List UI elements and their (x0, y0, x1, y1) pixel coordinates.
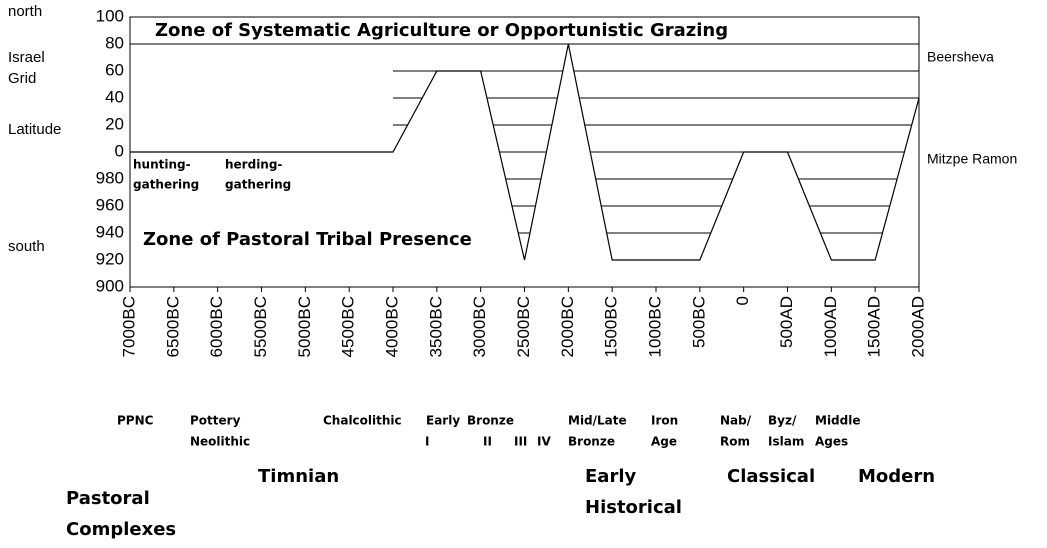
period-label: Chalcolithic (323, 414, 402, 428)
annotation: gathering (225, 178, 291, 192)
y-tick-label: 40 (105, 87, 124, 106)
x-tick-label: 500AD (777, 296, 796, 348)
period-label: Neolithic (190, 435, 250, 449)
side-label: Israel (8, 49, 45, 66)
x-tick-label: 2000BC (558, 296, 577, 357)
group-label: Modern (858, 466, 935, 487)
x-tick-label: 500BC (689, 296, 708, 348)
x-tick-label: 1500BC (602, 296, 621, 357)
side-label: Beersheva (927, 49, 994, 65)
y-tick-label: 900 (96, 276, 124, 295)
side-label: south (8, 238, 45, 255)
x-tick-label: 1000AD (821, 296, 840, 357)
x-tick-label: 4500BC (339, 296, 358, 357)
x-tick-label: 5500BC (251, 296, 270, 357)
x-tick-label: 1500AD (865, 296, 884, 357)
period-label: Islam (768, 435, 804, 449)
x-tick-label: 2000AD (908, 296, 927, 357)
side-label: north (8, 3, 42, 20)
period-label: II (483, 435, 492, 449)
period-label: PPNC (117, 414, 154, 428)
annotation: gathering (133, 178, 199, 192)
y-tick-label: 0 (115, 141, 124, 160)
annotation: hunting- (133, 158, 191, 172)
side-label: Latitude (8, 121, 61, 138)
zone-label: Zone of Pastoral Tribal Presence (143, 229, 472, 250)
title: Zone of Systematic Agriculture or Opport… (155, 20, 728, 41)
group-label: Complexes (66, 519, 176, 540)
data-line (130, 43, 920, 261)
period-label: I (425, 435, 429, 449)
period-label: III (514, 435, 527, 449)
period-label: Ages (815, 435, 848, 449)
y-tick-label: 80 (105, 33, 124, 52)
x-tick-label: 7000BC (119, 296, 138, 357)
period-label: Bronze (467, 414, 514, 428)
x-tick-label: 0 (733, 296, 752, 305)
y-tick-label: 940 (96, 222, 124, 241)
x-tick-label: 6000BC (207, 296, 226, 357)
period-label: Nab/ (720, 414, 752, 428)
y-tick-label: 920 (96, 249, 124, 268)
period-label: Pottery (190, 414, 241, 428)
x-tick-label: 6500BC (163, 296, 182, 357)
annotation: herding- (225, 158, 282, 172)
y-tick-label: 960 (96, 195, 124, 214)
group-label: Classical (727, 466, 815, 487)
period-label: Byz/ (768, 414, 797, 428)
period-label: Iron (651, 414, 678, 428)
group-label: Pastoral (66, 488, 150, 509)
y-tick-label: 980 (96, 168, 124, 187)
period-label: Middle (815, 414, 861, 428)
x-tick-label: 1000BC (645, 296, 664, 357)
x-tick-label: 3500BC (426, 296, 445, 357)
side-label: Grid (8, 70, 36, 87)
y-tick-label: 60 (105, 60, 124, 79)
x-tick-label: 4000BC (382, 296, 401, 357)
x-tick-label: 5000BC (295, 296, 314, 357)
period-label: Mid/Late (568, 414, 627, 428)
group-label: Early (585, 466, 636, 487)
y-tick-label: 100 (96, 6, 124, 25)
period-label: IV (537, 435, 551, 449)
y-tick-label: 20 (105, 114, 124, 133)
side-label: Mitzpe Ramon (927, 151, 1017, 167)
period-label: Bronze (568, 435, 615, 449)
period-label: Rom (720, 435, 750, 449)
group-label: Historical (585, 497, 682, 518)
group-label: Timnian (258, 466, 339, 487)
x-tick-label: 2500BC (514, 296, 533, 357)
period-label: Age (651, 435, 677, 449)
x-tick-label: 3000BC (470, 296, 489, 357)
period-label: Early (426, 414, 460, 428)
